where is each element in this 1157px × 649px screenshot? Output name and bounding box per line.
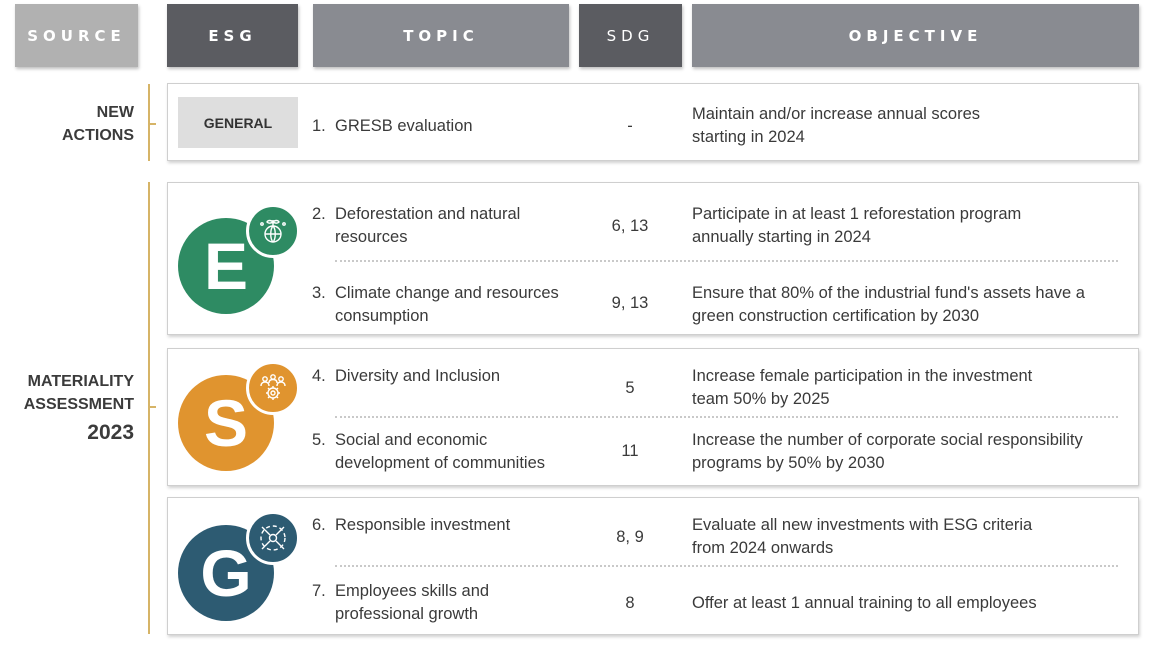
source-tick-materiality [148,406,156,408]
objective-line: Increase female participation in the inv… [692,367,1033,385]
topic-line: Responsible investment [335,516,511,534]
row-sdg: 5 [625,379,635,397]
esg-letter-e: E [178,218,274,314]
row-number: 6. [312,516,326,534]
topic-line: Social and economic [335,431,488,449]
header-esg: ESG [167,4,298,67]
row-separator [335,416,1118,418]
header-sdg: SDG [579,4,682,67]
objective-line: from 2024 onwards [692,539,834,557]
topic-line: Deforestation and natural [335,205,521,223]
topic-line: Diversity and Inclusion [335,367,501,385]
row-number: 5. [312,431,326,449]
source-new-line1: NEW [96,104,134,121]
objective-line: team 50% by 2025 [692,390,830,408]
row-number: 4. [312,367,326,385]
row-objective: Maintain and/or increase annual scores st… [692,103,1132,149]
row-separator [335,565,1118,567]
source-divider-new [148,84,150,161]
row-sdg: 8 [625,594,635,612]
source-divider-materiality [148,182,150,634]
row-topic: Climate change and resources consumption [335,282,585,328]
row-number: 1. [312,117,326,135]
topic-line: development of communities [335,454,546,472]
row-objective: Ensure that 80% of the industrial fund's… [692,282,1132,328]
topic-line: consumption [335,307,429,325]
objective-line: Participate in at least 1 reforestation … [692,205,1022,223]
row-topic: GRESB evaluation [335,115,585,138]
row-topic: Responsible investment [335,514,585,537]
panel-general [167,83,1139,161]
row-topic: Diversity and Inclusion [335,365,585,388]
source-tick-new [148,123,156,125]
row-sdg: 8, 9 [616,528,644,546]
general-badge: GENERAL [178,97,298,148]
handshake-circle-icon [246,511,300,565]
source-materiality-assessment: MATERIALITY ASSESSMENT 2023 [0,370,134,448]
topic-line: Employees skills and [335,582,490,600]
row-sdg: 9, 13 [611,294,649,312]
objective-line: green construction certification by 2030 [692,307,980,325]
topic-line: GRESB evaluation [335,117,473,135]
objective-line: programs by 50% by 2030 [692,454,885,472]
row-topic: Social and economic development of commun… [335,429,585,475]
panel-environmental [167,182,1139,335]
row-sdg: 11 [621,442,639,460]
row-number: 7. [312,582,326,600]
row-number: 3. [312,284,326,302]
globe-sprout-icon [246,204,300,258]
source-mat-line2: ASSESSMENT [23,396,134,413]
row-separator [335,260,1118,262]
row-number: 2. [312,205,326,223]
objective-line: Maintain and/or increase annual scores [692,105,981,123]
row-objective: Offer at least 1 annual training to all … [692,592,1132,615]
row-sdg: - [627,117,633,135]
objective-line: starting in 2024 [692,128,805,146]
topic-line: professional growth [335,605,479,623]
topic-line: Climate change and resources [335,284,559,302]
people-gear-icon [246,361,300,415]
objective-line: Evaluate all new investments with ESG cr… [692,516,1033,534]
row-objective: Evaluate all new investments with ESG cr… [692,514,1132,560]
source-mat-year: 2023 [87,421,134,444]
row-sdg: 6, 13 [611,217,649,235]
source-new-line2: ACTIONS [62,127,134,144]
header-topic: TOPIC [313,4,569,67]
row-objective: Increase the number of corporate social … [692,429,1132,475]
header-objective: OBJECTIVE [692,4,1139,67]
objective-line: annually starting in 2024 [692,228,871,246]
objective-line: Ensure that 80% of the industrial fund's… [692,284,1085,302]
topic-line: resources [335,228,408,246]
row-objective: Participate in at least 1 reforestation … [692,203,1132,249]
source-mat-line1: MATERIALITY [27,373,134,390]
header-source: SOURCE [15,4,138,67]
row-objective: Increase female participation in the inv… [692,365,1132,411]
row-topic: Employees skills and professional growth [335,580,585,626]
objective-line: Increase the number of corporate social … [692,431,1083,449]
objective-line: Offer at least 1 annual training to all … [692,594,1037,612]
row-topic: Deforestation and natural resources [335,203,585,249]
source-new-actions: NEW ACTIONS [14,101,134,147]
